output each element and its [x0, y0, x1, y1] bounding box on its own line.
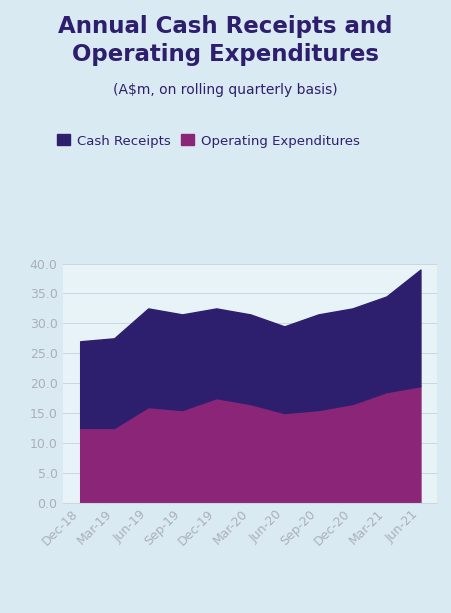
Legend: Cash Receipts, Operating Expenditures: Cash Receipts, Operating Expenditures — [52, 129, 365, 153]
Text: Annual Cash Receipts and
Operating Expenditures: Annual Cash Receipts and Operating Expen… — [58, 15, 393, 66]
Text: (A$m, on rolling quarterly basis): (A$m, on rolling quarterly basis) — [113, 83, 338, 97]
